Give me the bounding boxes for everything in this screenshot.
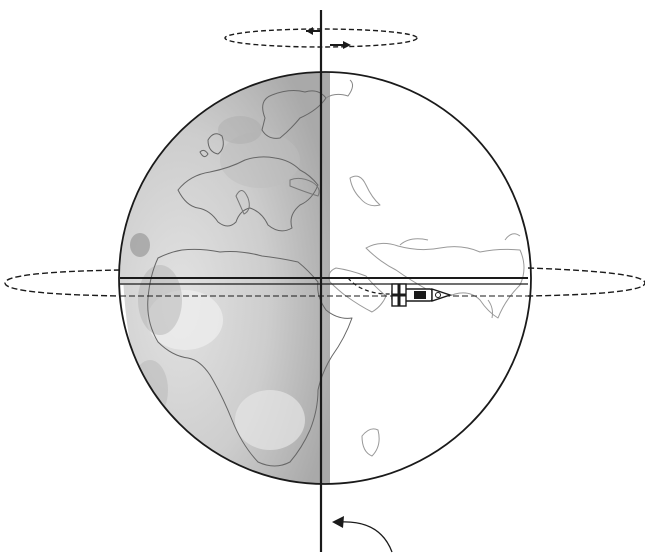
globe-outline [118,71,532,485]
equator [4,267,645,297]
rocket-icon [391,283,453,307]
shaded-hemisphere [119,72,330,484]
rotation-arrow-icon [332,516,393,553]
rocket-trajectory [347,277,392,295]
